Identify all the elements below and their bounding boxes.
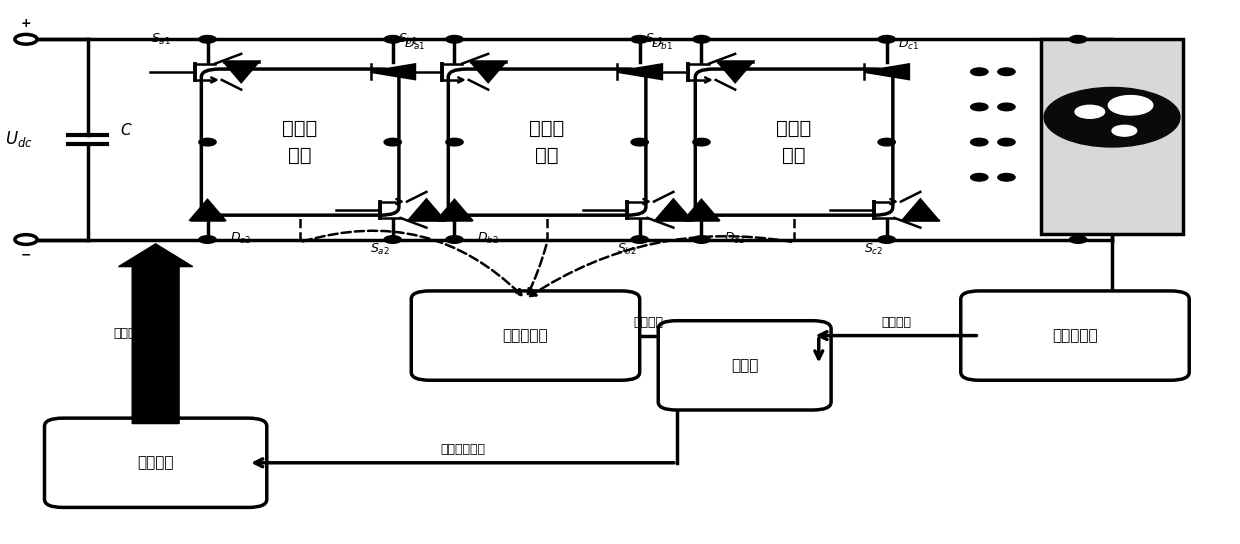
Circle shape	[446, 138, 463, 146]
Text: +: +	[21, 16, 31, 29]
Circle shape	[693, 236, 711, 243]
FancyBboxPatch shape	[658, 321, 831, 410]
Text: $D_{a1}$: $D_{a1}$	[404, 37, 425, 52]
Circle shape	[693, 35, 711, 43]
Circle shape	[631, 138, 649, 146]
Text: $C$: $C$	[120, 122, 133, 138]
Text: $S_{b1}$: $S_{b1}$	[398, 32, 418, 47]
Polygon shape	[718, 61, 753, 82]
Text: 变绕组
模块: 变绕组 模块	[529, 119, 564, 165]
Text: $S_{a1}$: $S_{a1}$	[151, 32, 171, 47]
Polygon shape	[409, 200, 444, 220]
Text: $S_{c1}$: $S_{c1}$	[645, 32, 665, 47]
Text: $S_{a2}$: $S_{a2}$	[370, 242, 389, 257]
Circle shape	[384, 35, 402, 43]
Circle shape	[446, 236, 463, 243]
Polygon shape	[656, 200, 691, 220]
Text: $S_{c2}$: $S_{c2}$	[864, 242, 883, 257]
Text: $D_{c2}$: $D_{c2}$	[724, 231, 745, 246]
Text: $D_{b1}$: $D_{b1}$	[651, 37, 673, 52]
FancyBboxPatch shape	[961, 291, 1189, 380]
Circle shape	[971, 68, 988, 76]
Circle shape	[878, 236, 895, 243]
Circle shape	[446, 35, 463, 43]
Circle shape	[1075, 106, 1105, 118]
FancyBboxPatch shape	[1042, 39, 1183, 234]
Text: $U_{dc}$: $U_{dc}$	[5, 129, 32, 150]
FancyArrow shape	[119, 244, 192, 424]
Circle shape	[1069, 236, 1086, 243]
Text: 电流传感器: 电流传感器	[502, 328, 548, 343]
Circle shape	[1069, 35, 1086, 43]
Polygon shape	[438, 200, 471, 219]
FancyBboxPatch shape	[412, 291, 640, 380]
Circle shape	[631, 35, 649, 43]
Circle shape	[998, 68, 1016, 76]
Text: −: −	[21, 248, 31, 261]
Circle shape	[198, 138, 216, 146]
FancyBboxPatch shape	[696, 69, 893, 215]
Polygon shape	[618, 64, 662, 79]
Text: 驱动控制信号: 驱动控制信号	[440, 443, 485, 456]
Text: 驱动模块: 驱动模块	[138, 455, 174, 470]
Text: 位置信号: 位置信号	[880, 316, 911, 329]
Circle shape	[878, 35, 895, 43]
Polygon shape	[223, 61, 259, 82]
Text: 变绕组
模块: 变绕组 模块	[283, 119, 317, 165]
Polygon shape	[684, 200, 718, 219]
Text: $D_{c1}$: $D_{c1}$	[898, 37, 919, 52]
FancyBboxPatch shape	[449, 69, 646, 215]
Text: $S_{b2}$: $S_{b2}$	[616, 242, 637, 257]
Circle shape	[1044, 88, 1180, 147]
Circle shape	[878, 138, 895, 146]
Circle shape	[384, 138, 402, 146]
Circle shape	[1112, 125, 1137, 136]
Text: $D_{b2}$: $D_{b2}$	[476, 231, 498, 246]
Circle shape	[971, 174, 988, 181]
Circle shape	[693, 138, 711, 146]
Text: 位置传感器: 位置传感器	[1053, 328, 1097, 343]
FancyBboxPatch shape	[45, 418, 267, 508]
Text: 电流信号: 电流信号	[634, 316, 663, 329]
Circle shape	[971, 103, 988, 111]
Circle shape	[1109, 96, 1153, 115]
Polygon shape	[864, 64, 909, 79]
Circle shape	[971, 138, 988, 146]
Polygon shape	[471, 61, 506, 82]
Circle shape	[384, 236, 402, 243]
Polygon shape	[903, 200, 937, 220]
Circle shape	[631, 236, 649, 243]
Text: 控制器: 控制器	[730, 358, 759, 373]
Circle shape	[998, 174, 1016, 181]
Polygon shape	[191, 200, 224, 219]
Text: $D_{a2}$: $D_{a2}$	[229, 231, 252, 246]
Circle shape	[198, 236, 216, 243]
Text: 变绕组
模块: 变绕组 模块	[776, 119, 812, 165]
Circle shape	[998, 138, 1016, 146]
Text: 驱动信号: 驱动信号	[113, 327, 144, 340]
Circle shape	[998, 103, 1016, 111]
FancyBboxPatch shape	[201, 69, 399, 215]
Polygon shape	[371, 64, 415, 79]
Circle shape	[198, 35, 216, 43]
